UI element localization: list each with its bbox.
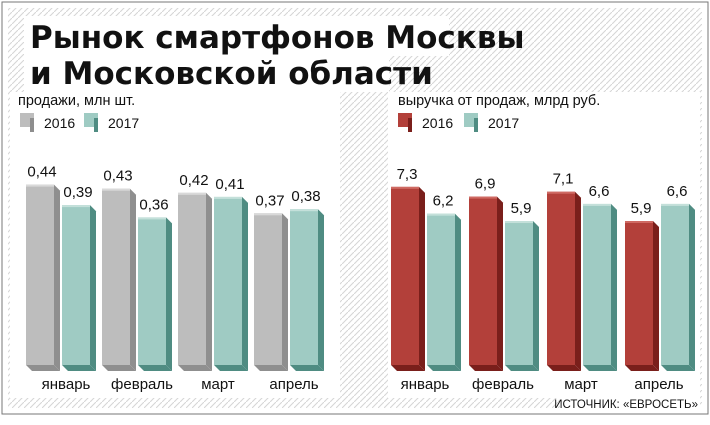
sales-bar-2016-4 xyxy=(254,213,288,371)
legend-label-2016: 2016 xyxy=(44,115,75,131)
sales-subtitle: продажи, млн шт. xyxy=(18,93,135,109)
sales-category-label: апрель xyxy=(269,376,318,393)
revenue-category-label: январь xyxy=(401,376,450,393)
revenue-bar-2016-3 xyxy=(547,191,581,371)
revenue-bar-2016-1 xyxy=(391,186,425,371)
revenue-value-label: 6,6 xyxy=(667,183,688,200)
sales-bar-2016-2 xyxy=(102,188,136,371)
revenue-bar-2016-4 xyxy=(625,221,659,371)
revenue-category-label: апрель xyxy=(634,376,683,393)
revenue-panel: выручка от продаж, млрд руб. 2016 2017 7… xyxy=(388,92,700,398)
title-box-1 xyxy=(24,16,449,56)
revenue-bar-2017-2 xyxy=(505,221,539,371)
sales-bar-2016-1 xyxy=(26,184,60,371)
title-box-2 xyxy=(24,54,389,92)
revenue-bar-2017-3 xyxy=(583,203,617,371)
legend: 2016 2017 xyxy=(20,113,139,132)
sales-value-label: 0,43 xyxy=(103,168,132,185)
sales-value-label: 0,38 xyxy=(291,188,320,205)
sales-bar-2016-3 xyxy=(178,192,212,371)
legend: 2016 2017 xyxy=(398,113,519,132)
sales-bars xyxy=(26,184,324,371)
revenue-category-labels: январь февраль март апрель xyxy=(401,376,684,393)
revenue-value-label: 7,1 xyxy=(553,171,574,188)
revenue-bar-2017-1 xyxy=(427,213,461,371)
revenue-value-label: 5,9 xyxy=(631,200,652,217)
sales-value-label: 0,44 xyxy=(27,164,56,181)
sales-value-label: 0,37 xyxy=(255,192,284,209)
sales-panel: продажи, млн шт. 2016 2017 0,440,390,430… xyxy=(10,92,340,398)
legend-swatch-2017-side xyxy=(474,118,478,132)
revenue-value-label: 6,6 xyxy=(589,183,610,200)
sales-bar-2017-3 xyxy=(214,196,248,371)
revenue-bar-2017-4 xyxy=(661,203,695,371)
revenue-value-label: 6,2 xyxy=(433,193,454,210)
sales-bar-2017-4 xyxy=(290,209,324,371)
source-note: ИСТОЧНИК: «ЕВРОСЕТЬ» xyxy=(554,399,698,411)
sales-value-labels: 0,44 0,39 0,43 0,36 0,42 0,41 0,37 0,38 xyxy=(27,164,320,214)
revenue-subtitle: выручка от продаж, млрд руб. xyxy=(398,93,600,109)
revenue-value-label: 6,9 xyxy=(475,176,496,193)
source-box xyxy=(560,397,700,411)
legend-swatch-2016-side xyxy=(408,118,412,132)
sales-bar-2017-2 xyxy=(138,217,172,371)
sales-category-label: март xyxy=(201,376,235,393)
legend-label-2017: 2017 xyxy=(488,115,519,131)
sales-value-label: 0,42 xyxy=(179,172,208,189)
legend-label-2016: 2016 xyxy=(422,115,453,131)
sales-value-label: 0,36 xyxy=(139,196,168,213)
revenue-value-label: 5,9 xyxy=(511,200,532,217)
revenue-bar-2016-2 xyxy=(469,196,503,371)
sales-bar-2017-1 xyxy=(62,205,96,371)
page-title-line-2: и Московской области xyxy=(30,56,433,92)
legend-swatch-2017-side xyxy=(94,118,98,132)
sales-value-label: 0,41 xyxy=(215,176,244,193)
legend-label-2017: 2017 xyxy=(108,115,139,131)
revenue-value-label: 7,3 xyxy=(397,166,418,183)
revenue-value-labels: 7,3 6,2 6,9 5,9 7,1 6,6 5,9 6,6 xyxy=(397,166,688,217)
revenue-category-label: февраль xyxy=(472,376,534,393)
sales-category-label: февраль xyxy=(111,376,173,393)
page-title-line-1: Рынок смартфонов Москвы xyxy=(30,20,525,56)
sales-category-labels: январь февраль март апрель xyxy=(42,376,319,393)
sales-value-label: 0,39 xyxy=(63,184,92,201)
legend-swatch-2016-side xyxy=(30,118,34,132)
revenue-bars xyxy=(391,186,695,371)
revenue-category-label: март xyxy=(564,376,598,393)
sales-category-label: январь xyxy=(42,376,91,393)
